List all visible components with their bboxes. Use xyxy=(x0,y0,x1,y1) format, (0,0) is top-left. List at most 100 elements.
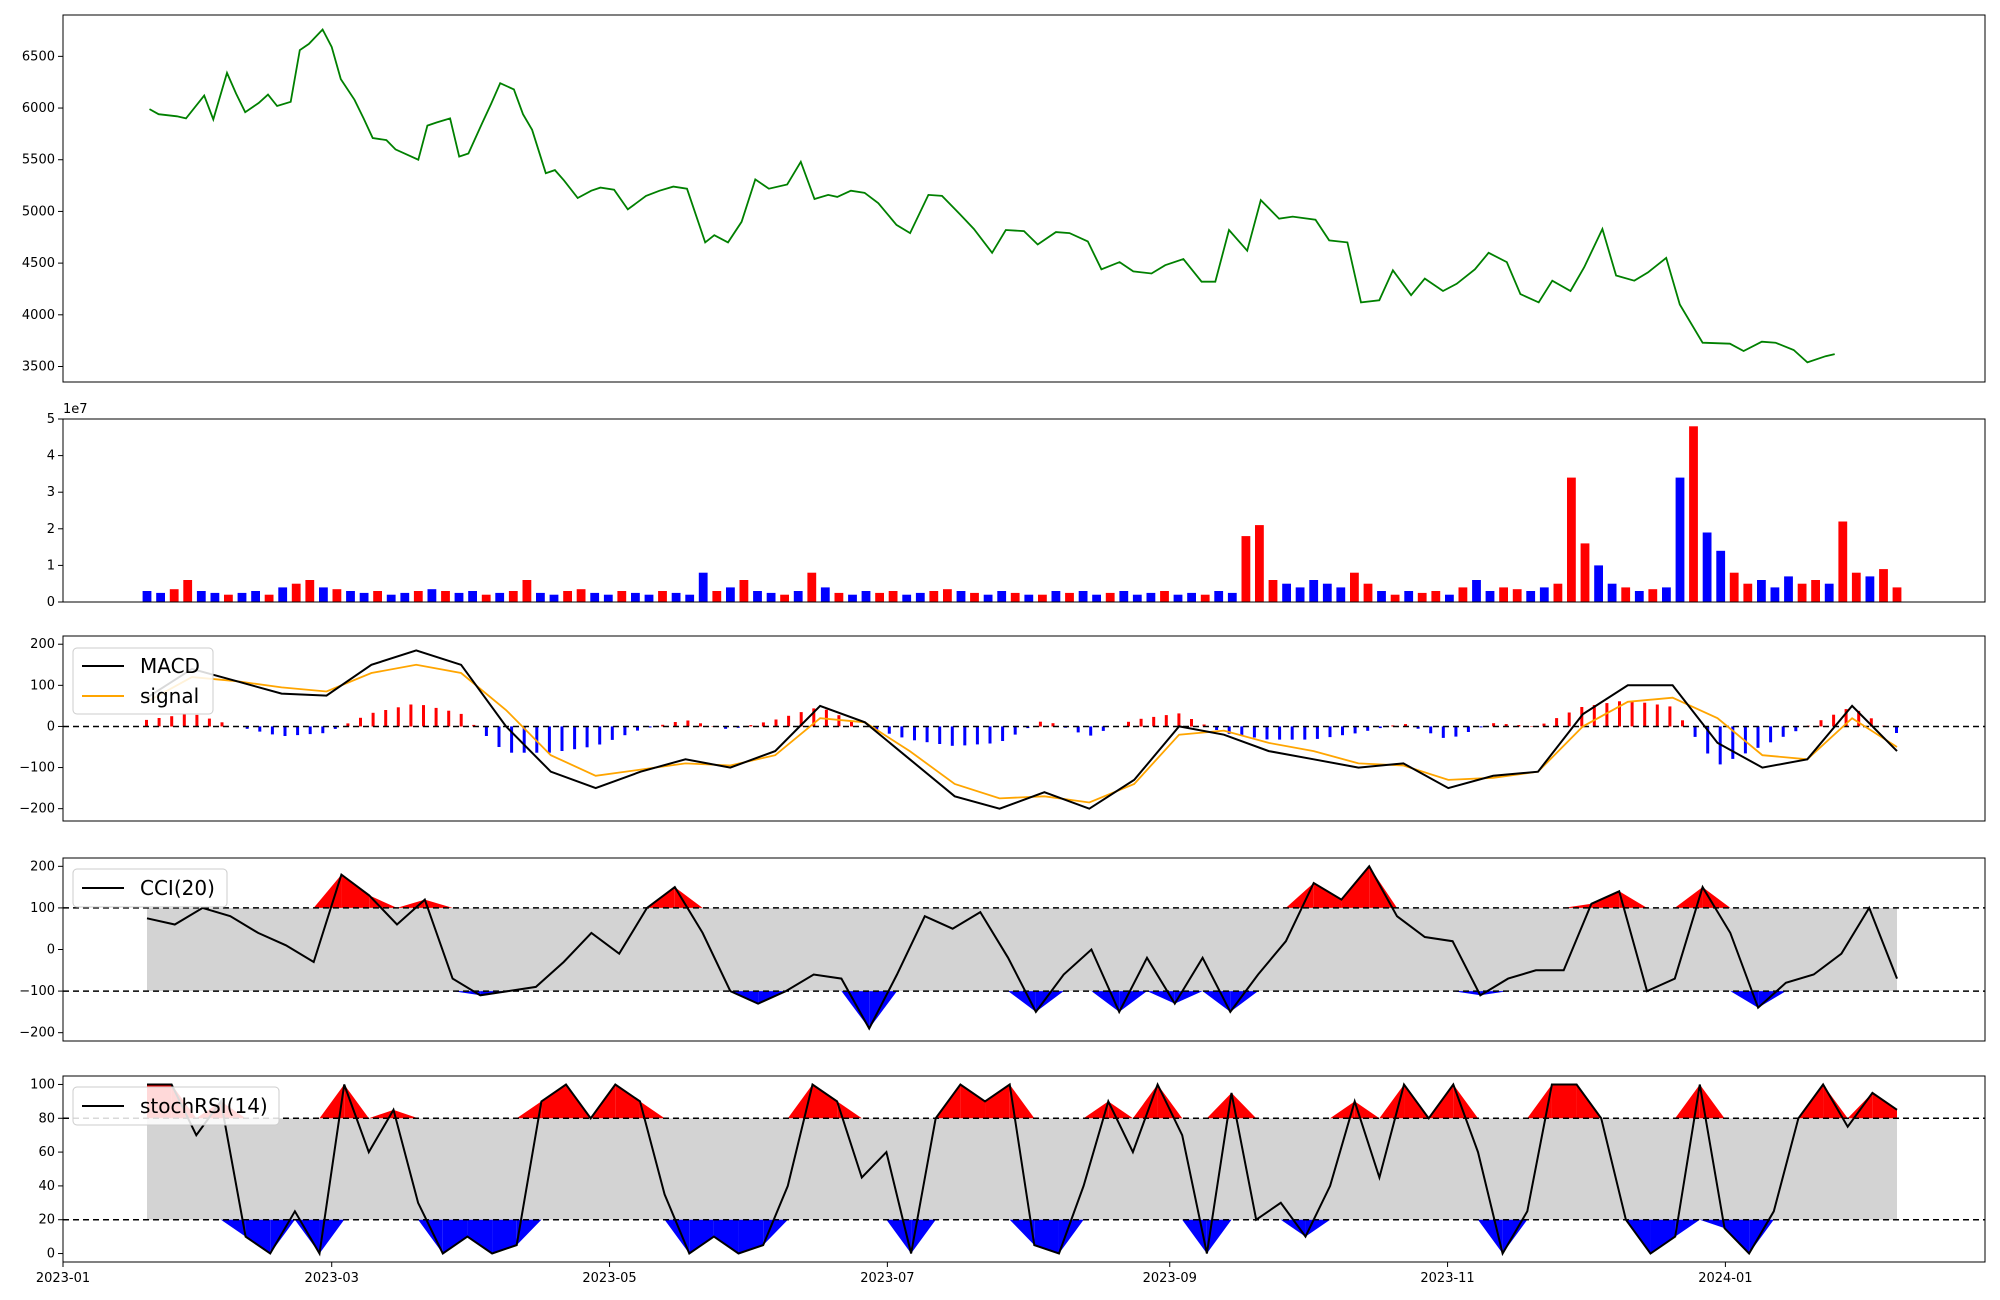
macd-histogram-bar xyxy=(258,726,262,732)
macd-histogram-bar xyxy=(1076,726,1080,733)
volume-bar xyxy=(346,591,355,602)
cci-ytick-label: 200 xyxy=(30,859,55,874)
cci-oversold-fill xyxy=(1174,991,1203,1004)
macd-histogram-bar xyxy=(1605,703,1609,727)
macd-histogram-bar xyxy=(1101,726,1105,731)
macd-histogram-bar xyxy=(1706,726,1710,754)
volume-bar xyxy=(183,580,193,602)
volume-bar xyxy=(1567,477,1576,602)
macd-histogram-bar xyxy=(1567,712,1571,727)
volume-bar xyxy=(1607,583,1617,602)
macd-histogram-bar xyxy=(1001,726,1005,741)
volume-bar xyxy=(386,594,396,602)
stochrsi-overbought-fill xyxy=(985,1084,1010,1119)
stochrsi-oversold-fill xyxy=(1206,1219,1232,1254)
volume-bar xyxy=(1051,591,1061,602)
macd-histogram-bar xyxy=(774,719,778,727)
macd-legend-label: MACD xyxy=(140,654,200,678)
volume-bar xyxy=(224,594,233,602)
macd-histogram-bar xyxy=(623,726,627,736)
macd-histogram-bar xyxy=(1479,726,1483,728)
volume-bar xyxy=(1689,426,1698,602)
macd-histogram-bar xyxy=(1454,726,1458,737)
stochrsi-overbought-fill xyxy=(812,1084,838,1119)
macd-histogram-bar xyxy=(472,724,476,727)
volume-bar xyxy=(780,594,789,602)
stochrsi-overbought-fill xyxy=(1009,1084,1035,1119)
volume-bar xyxy=(1160,591,1169,602)
volume-bar xyxy=(753,591,762,602)
volume-bar xyxy=(1512,589,1522,602)
macd-histogram-bar xyxy=(1404,724,1407,727)
volume-bar xyxy=(522,580,532,602)
volume-bar xyxy=(169,589,179,602)
cci-ytick-label: −100 xyxy=(19,984,55,999)
macd-histogram-bar xyxy=(1743,726,1747,754)
stochrsi-ytick-label: 0 xyxy=(47,1247,55,1262)
volume-bar xyxy=(861,591,871,602)
volume-bar xyxy=(617,591,627,602)
volume-bar xyxy=(481,594,491,602)
volume-bar xyxy=(1445,594,1454,602)
macd-histogram-bar xyxy=(1227,726,1231,734)
volume-bar xyxy=(495,592,505,602)
volume-bar xyxy=(413,591,423,602)
volume-bar xyxy=(1268,580,1278,602)
macd-histogram-bar xyxy=(1240,726,1244,736)
macd-histogram-bar xyxy=(359,717,362,727)
macd-histogram-bar xyxy=(1555,718,1559,727)
stochrsi-ytick-label: 60 xyxy=(38,1145,55,1160)
macd-histogram-bar xyxy=(1630,700,1634,727)
volume-bar xyxy=(712,591,722,602)
macd-histogram-bar xyxy=(182,714,186,727)
stochrsi-overbought-fill xyxy=(1872,1092,1897,1119)
volume-bar xyxy=(631,592,640,602)
volume-bar xyxy=(1865,576,1875,602)
macd-histogram-bar xyxy=(1819,720,1823,727)
stochrsi-overbought-fill xyxy=(960,1084,986,1119)
volume-bar xyxy=(1838,521,1848,602)
macd-histogram-bar xyxy=(1781,726,1785,737)
volume-bar xyxy=(902,594,912,602)
macd-histogram-bar xyxy=(610,726,614,740)
price-ytick-label: 5500 xyxy=(22,153,55,168)
macd-histogram-bar xyxy=(975,726,979,745)
volume-bar xyxy=(427,589,437,602)
macd-legend: MACD signal xyxy=(72,647,214,715)
stochrsi-legend: stochRSI(14) xyxy=(72,1086,280,1126)
volume-bar xyxy=(1539,587,1549,602)
macd-histogram-bar xyxy=(724,726,728,729)
stochrsi-oversold-fill xyxy=(911,1219,936,1254)
cci-oversold-fill xyxy=(1730,991,1759,1008)
volume-bar xyxy=(590,592,600,602)
volume-bar xyxy=(1702,532,1712,602)
stochrsi-oversold-fill xyxy=(1749,1219,1774,1254)
cci-ytick-label: 0 xyxy=(47,943,55,958)
volume-bar xyxy=(1472,580,1481,602)
macd-histogram-bar xyxy=(484,726,488,736)
volume-bar xyxy=(1770,587,1780,602)
volume-bar xyxy=(943,589,952,602)
macd-histogram-bar xyxy=(145,719,148,727)
volume-bar xyxy=(1010,592,1020,602)
macd-histogram-bar xyxy=(1504,724,1508,727)
volume-bar xyxy=(671,592,681,602)
macd-histogram-bar xyxy=(887,726,891,734)
cci-overbought-fill xyxy=(369,895,397,908)
macd-histogram-bar xyxy=(799,712,803,727)
macd-histogram-bar xyxy=(170,716,174,727)
price-ytick-label: 6500 xyxy=(22,49,55,64)
volume-bar xyxy=(1038,594,1047,602)
volume-bar xyxy=(332,589,342,602)
stochrsi-overbought-fill xyxy=(837,1101,862,1119)
volume-ytick-label: 5 xyxy=(47,412,55,427)
volume-bar xyxy=(1187,592,1196,602)
macd-histogram-bar xyxy=(560,726,564,751)
cci-overbought-fill xyxy=(1563,903,1592,908)
volume-bar xyxy=(1404,591,1414,602)
macd-histogram-bar xyxy=(1089,726,1093,736)
stochrsi-oversold-fill xyxy=(319,1219,345,1254)
volume-bar xyxy=(305,580,315,602)
stochrsi-oversold-fill xyxy=(220,1219,246,1237)
macd-histogram-bar xyxy=(1869,718,1873,727)
